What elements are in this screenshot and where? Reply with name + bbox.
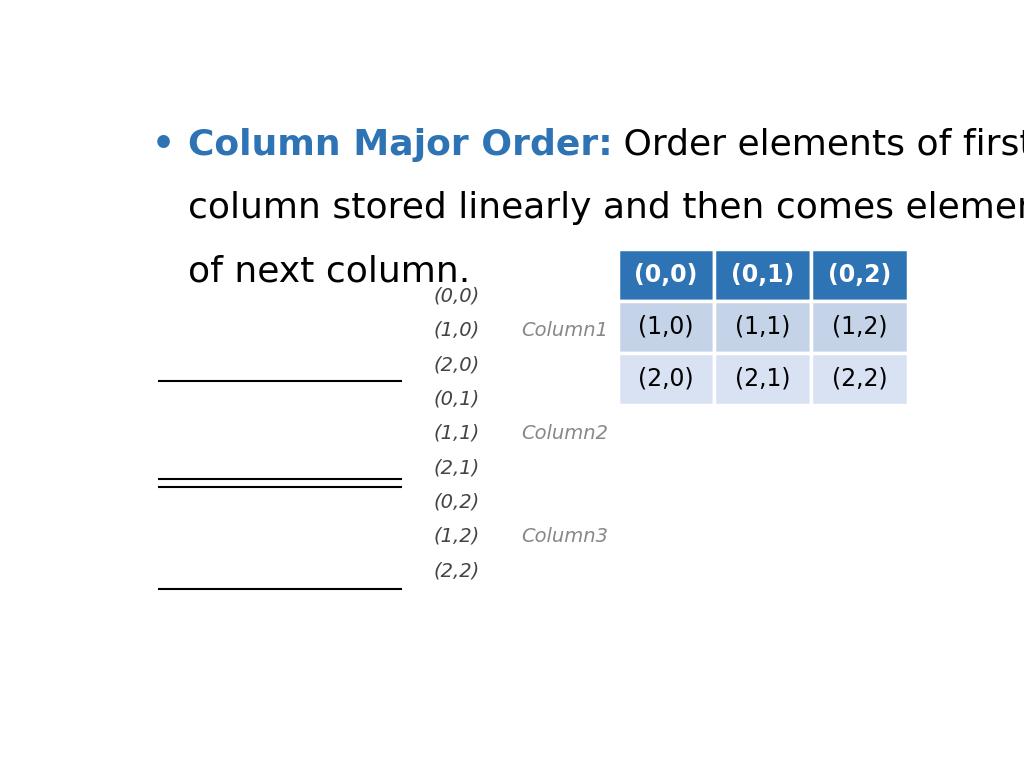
Text: Column2: Column2 — [521, 424, 608, 443]
Text: Order elements of first: Order elements of first — [612, 127, 1024, 161]
FancyBboxPatch shape — [811, 301, 908, 353]
Text: (1,1): (1,1) — [433, 424, 480, 443]
Text: •: • — [152, 127, 175, 161]
Text: (0,0): (0,0) — [635, 263, 697, 287]
Text: (1,0): (1,0) — [638, 315, 694, 339]
FancyBboxPatch shape — [617, 301, 715, 353]
Text: (1,2): (1,2) — [831, 315, 888, 339]
Text: Column1: Column1 — [521, 321, 608, 340]
FancyBboxPatch shape — [715, 353, 811, 405]
FancyBboxPatch shape — [617, 353, 715, 405]
FancyBboxPatch shape — [617, 249, 715, 301]
Text: (0,2): (0,2) — [433, 492, 480, 511]
Text: Column Major Order:: Column Major Order: — [187, 127, 612, 161]
Text: (2,0): (2,0) — [433, 356, 480, 374]
FancyBboxPatch shape — [811, 249, 908, 301]
Text: (0,2): (0,2) — [828, 263, 891, 287]
Text: (1,0): (1,0) — [433, 321, 480, 340]
Text: (2,2): (2,2) — [831, 367, 888, 391]
Text: (2,1): (2,1) — [735, 367, 791, 391]
FancyBboxPatch shape — [715, 249, 811, 301]
Text: (1,1): (1,1) — [735, 315, 791, 339]
Text: (0,1): (0,1) — [731, 263, 795, 287]
Text: column stored linearly and then comes elements: column stored linearly and then comes el… — [187, 191, 1024, 225]
Text: (1,2): (1,2) — [433, 527, 480, 546]
Text: (2,0): (2,0) — [638, 367, 694, 391]
Text: (0,0): (0,0) — [433, 286, 480, 306]
Text: Column3: Column3 — [521, 527, 608, 546]
Text: (2,2): (2,2) — [433, 561, 480, 580]
Text: of next column.: of next column. — [187, 254, 470, 288]
Text: (2,1): (2,1) — [433, 458, 480, 477]
FancyBboxPatch shape — [715, 301, 811, 353]
Text: (0,1): (0,1) — [433, 389, 480, 409]
FancyBboxPatch shape — [811, 353, 908, 405]
